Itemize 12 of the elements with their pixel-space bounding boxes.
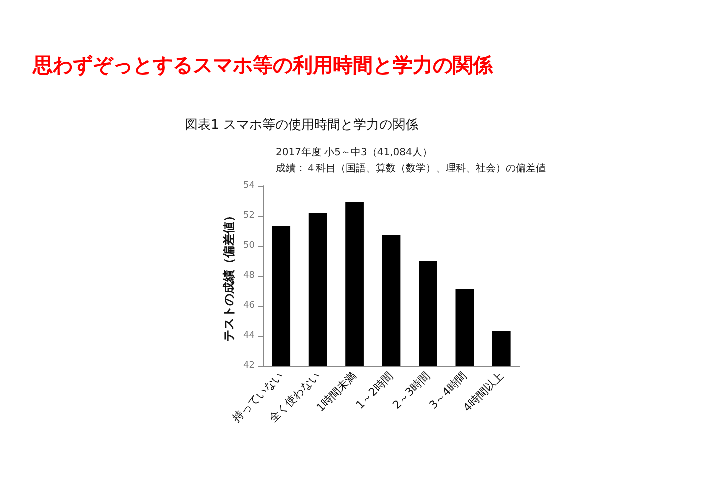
y-tick-label: 42 <box>244 361 255 371</box>
text: 成績：４科目（国語、算数（数学）、理科、社会）の偏差値 <box>276 162 546 174</box>
y-tick-label: 46 <box>244 301 256 311</box>
y-tick-label: 54 <box>244 181 256 191</box>
y-tick-label: 44 <box>244 331 256 341</box>
y-axis-title: テストの成績（偏差値） <box>222 210 236 342</box>
y-tick-label: 48 <box>244 271 256 281</box>
y-tick-label: 50 <box>244 241 256 251</box>
text: 2017年度 小5～中3（41,084人） <box>276 146 432 158</box>
chart-subtitle: 図表1 スマホ等の使用時間と学力の関係 <box>185 118 418 133</box>
chart-title: 思わずぞっとするスマホ等の利用時間と学力の関係 <box>32 53 494 77</box>
y-tick-label: 52 <box>244 211 255 221</box>
